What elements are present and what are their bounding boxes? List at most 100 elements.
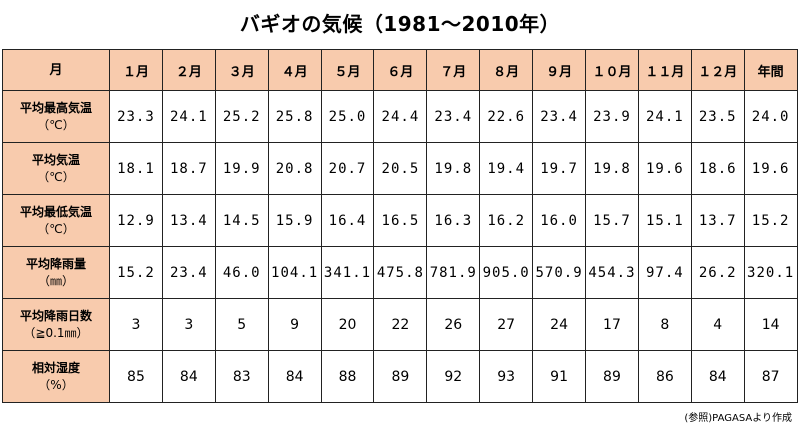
row-label-cell: 平均最低気温 （℃） — [2, 194, 110, 247]
table-cell: 84 — [161, 350, 216, 403]
table-cell: 19.7 — [532, 142, 587, 195]
table-cell: 24.1 — [637, 90, 692, 143]
table-cell: 93 — [479, 350, 534, 403]
table-cell: 25.0 — [320, 90, 375, 143]
table-cell: 454.3 — [585, 246, 639, 299]
header-corner-cell: 月 — [2, 49, 110, 91]
row-label: 平均気温 — [31, 152, 80, 167]
header-month-cell: ３月 — [214, 49, 269, 91]
table-cell: 22 — [373, 298, 428, 351]
table-cell: 20.8 — [267, 142, 322, 195]
header-month-cell: １１月 — [637, 49, 692, 91]
table-cell: 15.1 — [637, 194, 692, 247]
row-unit: （%） — [38, 377, 74, 392]
header-month-cell: 年間 — [743, 49, 798, 91]
table-cell: 23.4 — [532, 90, 587, 143]
table-cell: 19.8 — [426, 142, 481, 195]
header-month-cell: １月 — [109, 49, 163, 91]
table-cell: 22.6 — [479, 90, 534, 143]
table-cell: 15.2 — [109, 246, 163, 299]
table-cell: 16.5 — [373, 194, 428, 247]
table-cell: 15.2 — [743, 194, 798, 247]
header-month-cell: １０月 — [585, 49, 639, 91]
table-cell: 905.0 — [479, 246, 534, 299]
header-month-cell: ８月 — [479, 49, 534, 91]
table-cell: 3 — [161, 298, 216, 351]
table-cell: 3 — [109, 298, 163, 351]
row-unit: （㎜） — [37, 273, 74, 288]
table-cell: 91 — [532, 350, 587, 403]
row-unit: （℃） — [37, 221, 75, 236]
table-cell: 92 — [426, 350, 481, 403]
header-month-cell: ２月 — [161, 49, 216, 91]
table-cell: 16.2 — [479, 194, 534, 247]
table-cell: 5 — [214, 298, 269, 351]
table-cell: 19.6 — [743, 142, 798, 195]
table-cell: 20 — [320, 298, 375, 351]
table-cell: 20.7 — [320, 142, 375, 195]
page-title: バギオの気候（1981〜2010年） — [239, 12, 561, 36]
table-cell: 23.3 — [109, 90, 163, 143]
table-cell: 17 — [585, 298, 639, 351]
row-label: 相対湿度 — [31, 360, 80, 375]
table-cell: 16.3 — [426, 194, 481, 247]
table-cell: 87 — [743, 350, 798, 403]
table-cell: 97.4 — [637, 246, 692, 299]
table-cell: 25.8 — [267, 90, 322, 143]
table-cell: 84 — [690, 350, 745, 403]
table-cell: 15.9 — [267, 194, 322, 247]
table-cell: 27 — [479, 298, 534, 351]
table-cell: 341.1 — [320, 246, 375, 299]
table-cell: 18.7 — [161, 142, 216, 195]
table-cell: 24.1 — [161, 90, 216, 143]
table-cell: 13.7 — [690, 194, 745, 247]
table-cell: 15.7 — [585, 194, 639, 247]
table-cell: 18.1 — [109, 142, 163, 195]
table-cell: 19.6 — [637, 142, 692, 195]
row-label-cell: 平均降雨量 （㎜） — [2, 246, 110, 299]
table-cell: 12.9 — [109, 194, 163, 247]
table-cell: 84 — [267, 350, 322, 403]
header-month-cell: ４月 — [267, 49, 322, 91]
row-label: 平均最低気温 — [19, 204, 92, 219]
header-month-cell: ５月 — [320, 49, 375, 91]
header-month-cell: １２月 — [690, 49, 745, 91]
table-cell: 19.4 — [479, 142, 534, 195]
table-cell: 781.9 — [426, 246, 481, 299]
table-cell: 20.5 — [373, 142, 428, 195]
table-cell: 16.0 — [532, 194, 587, 247]
table-cell: 18.6 — [690, 142, 745, 195]
table-row: 相対湿度 （%） 85 84 83 84 88 89 92 93 91 89 86 84 87 — [2, 350, 798, 403]
header-month-cell: ７月 — [426, 49, 481, 91]
header-month-cell: ９月 — [532, 49, 587, 91]
row-unit: （≧0.1㎜） — [23, 325, 89, 340]
climate-table: 月 １月 ２月 ３月 ４月 ５月 ６月 ７月 ８月 ９月 １０月 １１月 １２月 年間 平均最高気温 （℃… — [2, 49, 798, 403]
row-unit: （℃） — [37, 169, 75, 184]
table-cell: 85 — [109, 350, 163, 403]
table-cell: 16.4 — [320, 194, 375, 247]
table-cell: 23.4 — [426, 90, 481, 143]
table-cell: 83 — [214, 350, 269, 403]
row-label-cell: 平均降雨日数 （≧0.1㎜） — [2, 298, 110, 351]
table-cell: 320.1 — [743, 246, 798, 299]
table-row: 平均気温 （℃） 18.1 18.7 19.9 20.8 20.7 20.5 19.8 19.4 1… — [2, 142, 798, 195]
table-cell: 89 — [373, 350, 428, 403]
table-cell: 24 — [532, 298, 587, 351]
table-cell: 23.5 — [690, 90, 745, 143]
table-cell: 89 — [585, 350, 639, 403]
row-unit: （℃） — [37, 117, 75, 132]
table-cell: 104.1 — [267, 246, 322, 299]
table-cell: 4 — [690, 298, 745, 351]
table-cell: 19.9 — [214, 142, 269, 195]
table-cell: 23.4 — [161, 246, 216, 299]
row-label: 平均最高気温 — [19, 100, 92, 115]
table-row: 平均最低気温 （℃） 12.9 13.4 14.5 15.9 16.4 16.5 16.3 16.… — [2, 194, 798, 247]
table-cell: 14 — [743, 298, 798, 351]
table-cell: 475.8 — [373, 246, 428, 299]
row-label-cell: 平均最高気温 （℃） — [2, 90, 110, 143]
row-label-cell: 相対湿度 （%） — [2, 350, 110, 403]
row-label: 平均降雨量 — [25, 256, 86, 271]
table-cell: 46.0 — [214, 246, 269, 299]
table-cell: 24.4 — [373, 90, 428, 143]
row-label-cell: 平均気温 （℃） — [2, 142, 110, 195]
